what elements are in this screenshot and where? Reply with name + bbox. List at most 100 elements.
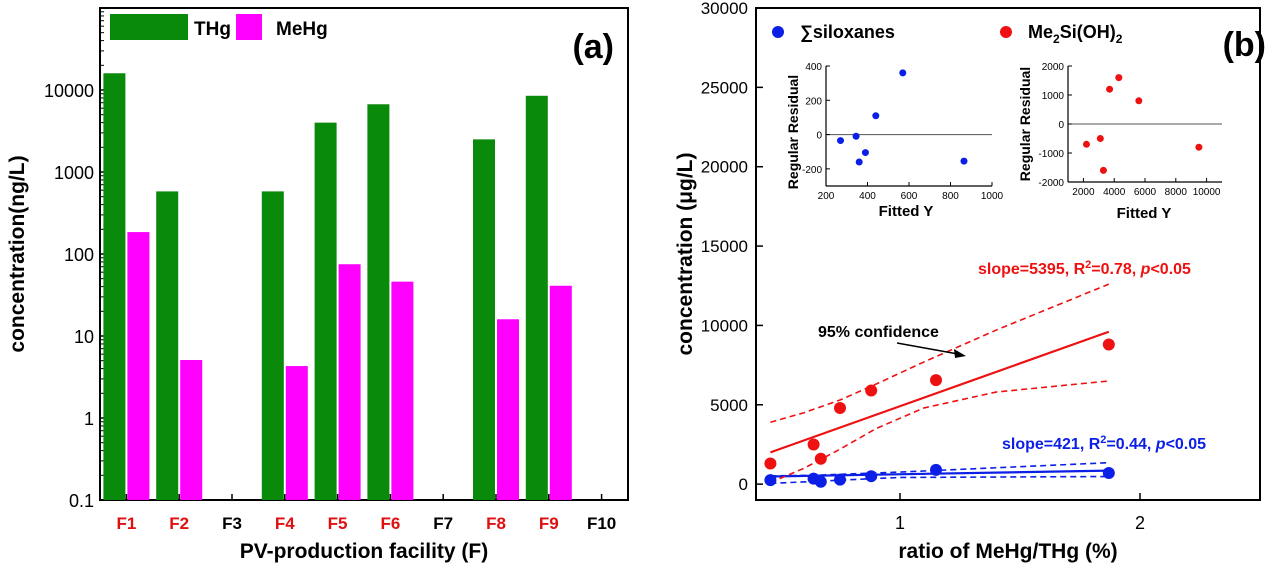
legend-swatch-mehg [236, 14, 262, 40]
bar-mehg-f9 [549, 285, 572, 500]
point-me2sioh2 [807, 438, 820, 451]
fit-line-me2sioh2 [770, 330, 1110, 454]
inset2-y-tick-label: 0 [1058, 120, 1064, 131]
inset1-x-tick-label: 400 [859, 191, 876, 202]
inset2-point [1106, 85, 1114, 93]
inset2-point [1195, 143, 1203, 151]
inset2-point [1099, 166, 1107, 174]
y-tick-label: 10000 [701, 316, 748, 335]
x-tick-label-f9: F9 [539, 514, 559, 533]
inset1-y-title: Regular Residual [785, 75, 801, 189]
ci-upper-me2sioh2 [770, 283, 1110, 424]
point-me2sioh2 [930, 374, 942, 387]
point-me2sioh2 [814, 452, 827, 465]
y-tick-label: 10 [74, 327, 94, 347]
panel-a: 0.1 1 10 100 1000 10000 F1 F2 F3 F4 F5 F6 F7 F8 F9 F10… [6, 7, 629, 563]
y-tick-label: 1 [84, 409, 94, 429]
annotation-me2sioh2-fit: slope=5395, R2=0.78, p<0.05 [978, 259, 1191, 278]
residual-inset-siloxanes: Regular Residual Fitted Y -200 0 200 400 200… [785, 62, 1004, 220]
panel-a-label: (a) [572, 28, 614, 66]
legend-label-siloxanes: ∑siloxanes [800, 22, 895, 42]
inset1-x-tick-label: 200 [818, 191, 835, 202]
inset1-x-title: Fitted Y [879, 203, 934, 220]
bar-thg-f2 [156, 191, 179, 500]
residual-inset-me2sioh2: Regular Residual Fitted Y -2000 -1000 0 100… [1017, 62, 1222, 222]
inset2-x-tick-label: 2000 [1072, 187, 1095, 198]
y-tick-label: 30000 [701, 0, 748, 18]
x-tick-label-f10: F10 [587, 514, 616, 533]
x-tick-label-f8: F8 [486, 514, 506, 533]
bar-mehg-f8 [497, 319, 519, 500]
inset2-point [1096, 135, 1104, 142]
panel-b-y-axis: 0 5000 10000 15000 20000 25000 30000 [701, 0, 763, 494]
inset2-x-tick-label: 4000 [1103, 187, 1126, 198]
bar-mehg-f5 [338, 264, 361, 500]
bar-thg-f9 [525, 95, 548, 500]
inset2-x-tick-label: 6000 [1134, 187, 1157, 198]
bar-thg-f4 [261, 191, 284, 500]
point-siloxanes [764, 474, 777, 487]
bar-thg-f6 [367, 104, 390, 500]
point-me2sioh2 [764, 457, 777, 470]
inset1-point [872, 112, 880, 120]
inset1-point [861, 149, 869, 157]
inset1-x-tick-label: 1000 [981, 191, 1004, 202]
inset1-x-tick-label: 600 [901, 191, 918, 202]
inset1-x-tick-label: 800 [942, 191, 959, 202]
x-tick-label-f5: F5 [328, 514, 348, 533]
inset2-y-tick-label: -2000 [1038, 178, 1064, 189]
x-tick-label-f7: F7 [433, 514, 453, 533]
y-tick-label: 15000 [701, 237, 748, 256]
panel-a-x-axis: F1 F2 F3 F4 F5 F6 F7 F8 F9 F10 [116, 494, 616, 533]
point-siloxanes [930, 463, 942, 476]
panel-a-legend: THg MeHg [110, 14, 328, 40]
panel-a-y-axis-title: concentration(ng/L) [6, 155, 29, 352]
point-siloxanes [865, 470, 878, 483]
legend-swatch-thg [110, 14, 188, 40]
y-tick-label: 5000 [710, 396, 748, 415]
point-me2sioh2 [865, 384, 878, 397]
panel-b-label: (b) [1223, 26, 1266, 64]
ci-lower-siloxanes [770, 475, 1109, 485]
legend-marker-siloxanes [772, 26, 784, 38]
inset1-y-tick-label: -200 [802, 165, 822, 176]
point-siloxanes [1102, 467, 1115, 480]
inset2-point [1115, 74, 1123, 82]
inset1-y-tick-label: 200 [805, 96, 822, 107]
bar-mehg-f2 [180, 359, 203, 500]
inset1-point [960, 157, 968, 165]
ci-lower-me2sioh2 [770, 380, 1109, 484]
y-tick-label: 0 [739, 475, 748, 494]
bar-mehg-f1 [127, 232, 150, 500]
y-tick-label: 10000 [44, 81, 94, 101]
panel-b-x-axis-title: ratio of MeHg/THg (%) [898, 540, 1117, 563]
point-siloxanes [834, 473, 846, 486]
legend-marker-me2sioh2 [1000, 26, 1012, 38]
x-tick-label-f3: F3 [222, 514, 242, 533]
legend-label-me2sioh2: Me2Si(OH)2 [1028, 22, 1123, 46]
point-me2sioh2 [834, 401, 846, 414]
inset2-point [1135, 97, 1143, 105]
legend-label-thg: THg [194, 19, 231, 40]
inset1-point [852, 132, 860, 140]
legend-label-mehg: MeHg [276, 19, 328, 40]
confidence-label: 95% confidence [818, 324, 939, 341]
inset1-point [837, 137, 845, 145]
inset2-y-tick-label: 2000 [1042, 62, 1065, 73]
x-tick-label-f2: F2 [169, 514, 189, 533]
inset2-point [1082, 140, 1090, 148]
panel-a-x-axis-title: PV-production facility (F) [240, 540, 489, 563]
panel-b-legend: ∑siloxanes Me2Si(OH)2 [772, 22, 1123, 46]
x-tick-label: 2 [1135, 513, 1145, 533]
bar-mehg-f6 [391, 281, 414, 500]
panel-a-bars [103, 73, 572, 501]
inset2-y-title: Regular Residual [1017, 67, 1033, 181]
confidence-arrow [896, 342, 966, 358]
panel-a-y-axis: 0.1 1 10 100 1000 10000 [44, 11, 107, 511]
bar-thg-f1 [103, 73, 126, 501]
x-tick-label-f6: F6 [380, 514, 400, 533]
panel-a-plot-frame [99, 7, 629, 501]
